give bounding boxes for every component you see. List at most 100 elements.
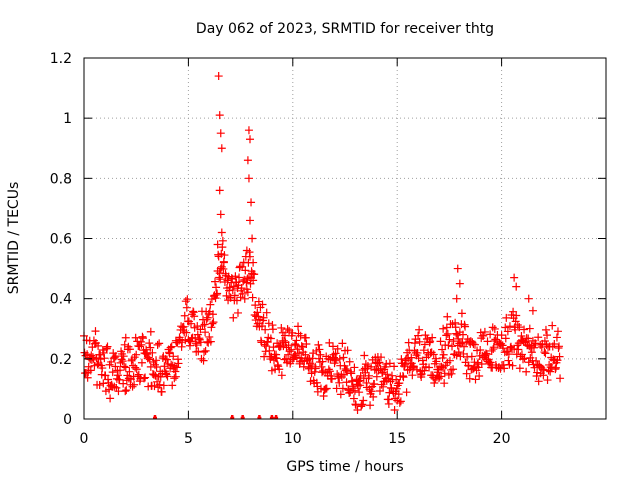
data-point bbox=[203, 313, 212, 322]
data-point bbox=[419, 346, 428, 355]
data-point bbox=[501, 334, 510, 343]
data-point bbox=[245, 135, 254, 144]
data-point bbox=[479, 331, 488, 340]
data-point bbox=[345, 388, 354, 397]
data-point bbox=[520, 325, 529, 334]
data-point bbox=[106, 394, 115, 403]
data-point bbox=[134, 370, 143, 379]
data-point bbox=[110, 353, 119, 362]
data-point bbox=[515, 323, 524, 332]
x-tick-label: 20 bbox=[493, 431, 511, 447]
data-point bbox=[550, 339, 559, 348]
data-point bbox=[292, 336, 301, 345]
data-point bbox=[515, 364, 524, 373]
data-point bbox=[447, 369, 456, 378]
data-point bbox=[131, 333, 140, 342]
data-point bbox=[428, 333, 437, 342]
data-point bbox=[241, 266, 250, 275]
data-point bbox=[452, 329, 461, 338]
data-point bbox=[120, 362, 129, 371]
data-point bbox=[502, 313, 511, 322]
data-point bbox=[455, 279, 464, 288]
data-point bbox=[475, 371, 484, 380]
data-point bbox=[467, 352, 476, 361]
data-point bbox=[216, 275, 225, 284]
data-point bbox=[132, 365, 141, 374]
data-point bbox=[171, 336, 180, 345]
data-point bbox=[137, 358, 146, 367]
data-point bbox=[94, 341, 103, 350]
data-point bbox=[370, 365, 379, 374]
data-point bbox=[522, 367, 531, 376]
data-point bbox=[153, 340, 162, 349]
data-point bbox=[208, 310, 217, 319]
data-point bbox=[182, 328, 191, 337]
data-point bbox=[190, 312, 199, 321]
data-point bbox=[533, 368, 542, 377]
data-point bbox=[314, 340, 323, 349]
data-point bbox=[171, 372, 180, 381]
data-point bbox=[325, 367, 334, 376]
data-point bbox=[449, 337, 458, 346]
data-point bbox=[106, 381, 115, 390]
data-point bbox=[201, 346, 210, 355]
data-point bbox=[240, 294, 249, 303]
data-point bbox=[152, 362, 161, 371]
data-point bbox=[420, 366, 429, 375]
zero-marker bbox=[152, 415, 157, 420]
data-point bbox=[242, 278, 251, 287]
data-point bbox=[149, 370, 158, 379]
data-point bbox=[250, 270, 259, 279]
data-point bbox=[356, 381, 365, 390]
data-point bbox=[436, 337, 445, 346]
data-point bbox=[199, 356, 208, 365]
data-point bbox=[93, 360, 102, 369]
data-point bbox=[320, 385, 329, 394]
data-point bbox=[390, 405, 399, 414]
data-point bbox=[108, 368, 117, 377]
data-point bbox=[216, 210, 225, 219]
data-point bbox=[211, 277, 220, 286]
data-point bbox=[219, 258, 228, 267]
data-point bbox=[449, 365, 458, 374]
y-axis-label: SRMTID / TECUs bbox=[6, 182, 22, 295]
data-point bbox=[144, 353, 153, 362]
data-point bbox=[215, 111, 224, 120]
data-point bbox=[402, 388, 411, 397]
data-point bbox=[443, 312, 452, 321]
data-point bbox=[465, 374, 474, 383]
data-point bbox=[128, 382, 137, 391]
data-point bbox=[543, 376, 552, 385]
data-point bbox=[244, 174, 253, 183]
data-point bbox=[445, 356, 454, 365]
data-point bbox=[443, 329, 452, 338]
data-point bbox=[155, 380, 164, 389]
data-point bbox=[272, 354, 281, 363]
data-point bbox=[238, 289, 247, 298]
data-point bbox=[249, 258, 258, 267]
y-tick-label: 0.6 bbox=[50, 232, 72, 248]
data-point bbox=[146, 343, 155, 352]
data-point bbox=[275, 365, 284, 374]
data-point bbox=[294, 322, 303, 331]
data-point bbox=[244, 126, 253, 135]
data-point bbox=[262, 342, 271, 351]
data-point bbox=[548, 321, 557, 330]
data-point bbox=[540, 337, 549, 346]
data-point bbox=[243, 156, 252, 165]
data-point bbox=[141, 373, 150, 382]
data-point bbox=[439, 324, 448, 333]
data-point bbox=[555, 342, 564, 351]
data-point bbox=[229, 313, 238, 322]
data-point bbox=[253, 308, 262, 317]
data-point bbox=[258, 300, 267, 309]
zero-marker bbox=[230, 415, 235, 420]
data-point bbox=[360, 351, 369, 360]
data-point bbox=[534, 333, 543, 342]
data-point bbox=[200, 320, 209, 329]
data-point bbox=[452, 294, 461, 303]
data-point bbox=[384, 399, 393, 408]
data-point bbox=[392, 384, 401, 393]
data-point bbox=[120, 340, 129, 349]
